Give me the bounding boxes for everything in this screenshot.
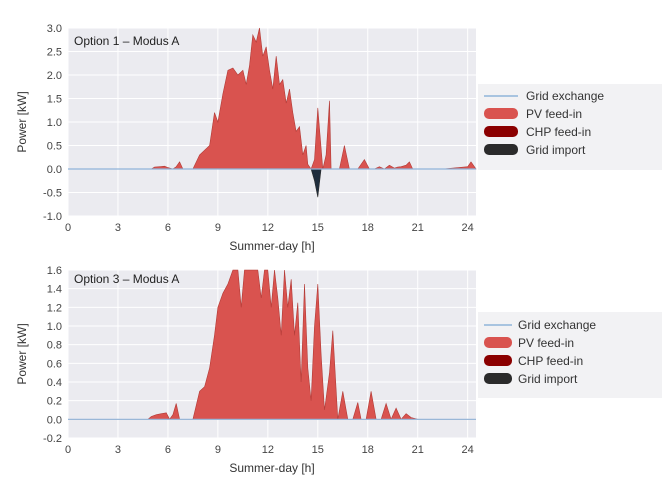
- y-tick-label: 0.0: [47, 164, 62, 176]
- y-tick-label: 2.0: [47, 70, 62, 82]
- x-tick-label: 9: [215, 444, 221, 456]
- legend-pv-swatch-1: [484, 108, 518, 119]
- series-group-1: [68, 27, 477, 198]
- legend-grid-import-swatch-2: [484, 373, 512, 384]
- legend-2: Grid exchange PV feed-in CHP feed-in Gri…: [478, 312, 662, 398]
- x-tick-label: 0: [65, 222, 71, 234]
- legend-grid-import-swatch-1: [484, 144, 518, 155]
- y-tick-label: -1.0: [43, 211, 62, 223]
- x-tick-label: 24: [462, 222, 474, 234]
- legend-grid-import-label-1: Grid import: [526, 143, 586, 157]
- x-tick-labels-1: 0 3 6 9 12 15 18 21 24: [65, 222, 474, 234]
- y-tick-label: 0.8: [47, 340, 62, 352]
- x-tick-label: 21: [412, 222, 424, 234]
- y-axis-label-2: Power [kW]: [15, 323, 29, 384]
- y-tick-label: 2.5: [47, 47, 62, 59]
- y-tick-label: -0.5: [43, 188, 62, 200]
- x-tick-label: 3: [115, 222, 121, 234]
- x-tick-label: 0: [65, 444, 71, 456]
- y-tick-label: 0.4: [47, 377, 62, 389]
- x-tick-label: 15: [312, 444, 324, 456]
- legend-grid-exchange-label-1: Grid exchange: [526, 89, 604, 103]
- y-tick-label: -0.2: [43, 433, 62, 445]
- legend-pv-label-2: PV feed-in: [518, 336, 574, 350]
- x-tick-label: 18: [362, 222, 374, 234]
- legend-chp-swatch-2: [484, 355, 512, 366]
- y-tick-label: 0.0: [47, 414, 62, 426]
- x-tick-label: 6: [165, 222, 171, 234]
- x-tick-label: 9: [215, 222, 221, 234]
- legend-pv-swatch-2: [484, 337, 512, 348]
- series-group-2: [68, 269, 476, 421]
- y-axis-label-1: Power [kW]: [15, 91, 29, 152]
- y-tick-label: 3.0: [47, 23, 62, 35]
- x-axis-label-2: Summer-day [h]: [229, 461, 314, 475]
- x-tick-label: 12: [262, 444, 274, 456]
- legend-chp-label-2: CHP feed-in: [518, 354, 583, 368]
- chart-title-1: Option 1 – Modus A: [74, 34, 179, 48]
- chart-title-2: Option 3 – Modus A: [74, 272, 179, 286]
- x-tick-label: 21: [412, 444, 424, 456]
- legend-grid-exchange-label-2: Grid exchange: [518, 318, 596, 332]
- legend-grid-import-label-2: Grid import: [518, 372, 578, 386]
- y-tick-labels-1: -1.0 -0.5 0.0 0.5 1.0 1.5 2.0 2.5 3.0: [43, 23, 62, 223]
- x-tick-label: 15: [312, 222, 324, 234]
- y-tick-label: 0.6: [47, 358, 62, 370]
- x-tick-label: 24: [462, 444, 474, 456]
- legend-chp-swatch-1: [484, 126, 518, 137]
- legend-1: Grid exchange PV feed-in CHP feed-in Gri…: [478, 84, 662, 170]
- x-tick-labels-2: 0 3 6 9 12 15 18 21 24: [65, 444, 474, 456]
- y-tick-label: 1.0: [47, 321, 62, 333]
- y-tick-label: 1.4: [47, 284, 62, 296]
- pv-feed-in-area: [68, 269, 476, 421]
- y-tick-label: 0.2: [47, 396, 62, 408]
- chart-option-1: -1.0 -0.5 0.0 0.5 1.0 1.5 2.0 2.5 3.0 0 3 6 9 12 15 18…: [15, 23, 477, 253]
- legend-chp-label-1: CHP feed-in: [526, 125, 591, 139]
- x-axis-label-1: Summer-day [h]: [229, 239, 314, 253]
- x-tick-label: 3: [115, 444, 121, 456]
- x-tick-label: 18: [362, 444, 374, 456]
- y-tick-labels-2: -0.2 0.0 0.2 0.4 0.6 0.8 1.0 1.2 1.4 1.6: [43, 265, 62, 445]
- y-tick-label: 1.6: [47, 265, 62, 277]
- y-tick-label: 1.2: [47, 302, 62, 314]
- pv-feed-in-area: [68, 27, 477, 170]
- y-tick-label: 1.0: [47, 117, 62, 129]
- y-tick-label: 0.5: [47, 141, 62, 153]
- chart-option-3: -0.2 0.0 0.2 0.4 0.6 0.8 1.0 1.2 1.4 1.6 0 3 6 9 12 15…: [15, 265, 476, 475]
- x-tick-label: 6: [165, 444, 171, 456]
- y-tick-label: 1.5: [47, 94, 62, 106]
- legend-pv-label-1: PV feed-in: [526, 107, 582, 121]
- x-tick-label: 12: [262, 222, 274, 234]
